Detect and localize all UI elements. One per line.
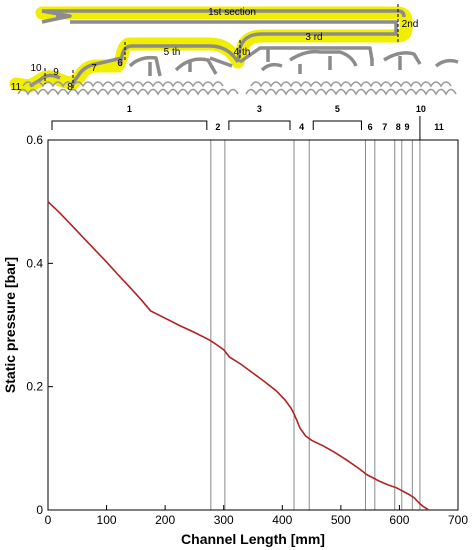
section-label: 4 [299, 122, 304, 132]
y-tick-label: 0.6 [26, 133, 43, 147]
section-label: 11 [434, 122, 444, 132]
highlight-lower-section [9, 37, 245, 93]
outlet-row-left [17, 81, 239, 96]
label-section-8: 8 [67, 82, 73, 93]
section-label: 3 [257, 104, 262, 114]
label-section-6: 6 [117, 58, 123, 69]
label-section-7: 7 [91, 63, 97, 74]
label-section-10: 10 [30, 63, 42, 74]
section-label: 2 [215, 122, 220, 132]
x-tick-label: 300 [214, 513, 234, 527]
x-tick-label: 700 [448, 513, 468, 527]
y-tick-label: 0.4 [26, 256, 43, 270]
section-label: 7 [382, 122, 387, 132]
label-1st-section: 1st section [208, 7, 256, 18]
channel-schematic: 1st section 2nd 3 rd 4 th 5 th 6 7 8 9 1… [9, 4, 459, 96]
plot-frame [47, 139, 459, 511]
x-tick-label: 200 [155, 513, 175, 527]
y-tick-label: 0.2 [26, 380, 43, 394]
y-axis-label: Static pressure [bar] [2, 257, 18, 393]
section-label: 5 [335, 104, 340, 114]
pressure-chart: 1 2 3 4 5 6 7 8 9 10 11 0 100 200 300 400 500 600 700 0 0.2… [2, 104, 468, 547]
left-tree-branch-a [128, 55, 218, 77]
right-tree-branch-c [260, 56, 402, 74]
pressure-series-line [47, 201, 430, 511]
label-section-11: 11 [11, 82, 22, 93]
section-label: 6 [368, 122, 373, 132]
x-tick-label: 400 [272, 513, 292, 527]
section-bracket [51, 120, 208, 130]
y-tick-label: 0 [36, 503, 43, 517]
section-bracket [312, 120, 362, 130]
right-tree-trunk [238, 46, 374, 64]
section-label: 9 [405, 122, 410, 132]
section-markers: 1 2 3 4 5 6 7 8 9 10 11 [51, 104, 444, 510]
left-tree-branch-b [148, 56, 233, 76]
x-tick-label: 0 [45, 513, 52, 527]
label-5th-section: 5 th [164, 47, 181, 58]
section-label: 8 [396, 122, 401, 132]
label-3rd-section: 3 rd [305, 32, 322, 43]
section-bracket [228, 120, 291, 130]
section-label: 1 [127, 104, 132, 114]
label-2nd-section: 2nd [402, 19, 419, 30]
top-left-fork [41, 9, 72, 24]
right-tree-branch-a [266, 48, 358, 67]
outlet-row-right [245, 81, 457, 96]
x-tick-label: 100 [97, 513, 117, 527]
section-dividers [44, 4, 399, 90]
label-4th-section: 4 th [234, 47, 251, 58]
label-section-9: 9 [53, 67, 59, 78]
axis-ticks: 0 100 200 300 400 500 600 700 0 0.2 0.4 0.6 [26, 133, 468, 527]
left-branch-channel [29, 56, 123, 88]
x-tick-label: 500 [331, 513, 351, 527]
x-tick-label: 600 [389, 513, 409, 527]
x-axis-label: Channel Length [mm] [181, 531, 325, 547]
right-tree-branch-b [370, 51, 459, 68]
fifth-section-channel [118, 44, 240, 67]
section-label: 10 [416, 104, 426, 114]
